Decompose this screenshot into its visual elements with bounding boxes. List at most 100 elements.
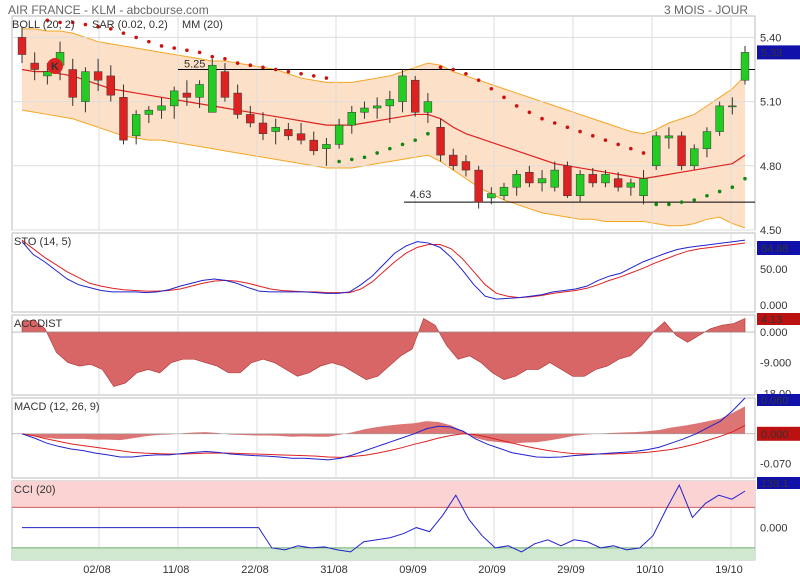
sar-dot — [388, 146, 392, 151]
candle-body — [17, 37, 27, 55]
sar-dot — [527, 110, 532, 115]
candle-body — [398, 75, 407, 102]
panel-frame-3 — [11, 397, 756, 479]
candle-body — [740, 52, 750, 81]
sar-dot — [629, 146, 633, 151]
candle-body — [233, 92, 242, 115]
price-tick-label: 5.10 — [760, 97, 781, 109]
sar-dot — [502, 95, 506, 100]
candle-body — [271, 127, 280, 132]
sar-dot — [223, 57, 227, 61]
sar-dot — [58, 20, 62, 25]
candle-body — [677, 135, 686, 167]
candle-body — [563, 165, 572, 197]
candle-body — [208, 64, 217, 113]
candle-body — [43, 71, 52, 77]
sar-dot — [337, 159, 341, 164]
sar-dot — [590, 134, 595, 138]
cci-line — [22, 483, 746, 553]
sar-dot — [464, 71, 468, 76]
x-tick-label: 19/10 — [715, 564, 743, 576]
candle-body — [461, 161, 471, 171]
candle-body — [449, 154, 458, 167]
cci-last-label: 138.1 — [761, 478, 789, 490]
sar-dot — [210, 54, 215, 59]
macd-top-box — [757, 394, 800, 406]
candle-body — [144, 109, 154, 115]
sar-dot — [743, 176, 747, 181]
candle-body — [385, 99, 395, 107]
resistance-label: 5.25 — [184, 59, 205, 71]
candle-body — [411, 79, 420, 113]
candle-body — [296, 133, 306, 141]
k-badge-label: K — [51, 61, 59, 73]
sar-dot — [413, 138, 418, 142]
sto-tick-label: 50.00 — [760, 264, 788, 276]
candle-body — [182, 92, 192, 98]
sar-dot — [552, 121, 557, 125]
accdist-last-label: 4.13 — [761, 314, 782, 326]
sar-dot — [45, 18, 50, 23]
sar-dot — [159, 44, 164, 48]
accdist-tick-label: 0.000 — [760, 327, 788, 339]
candle-body — [652, 135, 661, 167]
x-tick-label: 02/08 — [83, 564, 111, 576]
sar-dot — [667, 202, 671, 207]
cci-legend: CCI (20) — [14, 484, 56, 496]
price-tick-label: 5.40 — [760, 32, 781, 44]
sto-legend: STO (14, 5) — [14, 236, 71, 248]
candle-body — [588, 174, 597, 184]
candle-body — [347, 112, 356, 126]
sar-dot — [603, 138, 608, 142]
candle-body — [157, 105, 166, 111]
sar-dot — [426, 131, 430, 136]
candle-body — [601, 174, 610, 184]
sto-signal-line — [21, 239, 746, 299]
candle-body — [258, 122, 268, 134]
candle-body — [525, 171, 534, 184]
sar-dot — [362, 155, 367, 160]
candle-body — [487, 193, 496, 199]
sar-dot — [121, 31, 126, 35]
support-label: 4.63 — [410, 189, 431, 201]
sar-dot — [134, 35, 138, 40]
k-badge — [47, 58, 63, 74]
candle-body — [284, 129, 293, 137]
macd-legend: MACD (12, 26, 9) — [14, 401, 100, 413]
legend-label: MM (20) — [182, 19, 223, 31]
sar-dot — [489, 86, 494, 91]
candle-body — [195, 84, 204, 98]
candle-body — [512, 174, 521, 188]
sar-dot — [108, 27, 113, 31]
bollinger-lower-line — [21, 109, 746, 229]
candle-body — [613, 178, 623, 188]
macd-line — [21, 397, 746, 461]
sar-dot — [172, 46, 177, 50]
sar-dot — [197, 50, 202, 55]
sto-tick-label: 0.000 — [760, 300, 788, 312]
macd-last-label: 0.000 — [761, 429, 789, 441]
sar-dot — [273, 67, 278, 72]
candle-body — [423, 101, 433, 113]
sar-dot — [248, 63, 253, 68]
sar-dot — [692, 198, 697, 202]
candle-body — [119, 97, 128, 141]
accdist-tick-label: -9.000 — [760, 358, 791, 370]
candle-body — [715, 105, 724, 132]
sar-dot — [83, 22, 88, 27]
candle-body — [575, 174, 585, 197]
candle-body — [626, 182, 636, 188]
sar-dot — [324, 76, 329, 80]
sar-dot — [654, 202, 659, 207]
sar-dot — [311, 74, 316, 78]
sar-dot — [235, 61, 240, 65]
x-tick-label: 10/10 — [636, 564, 664, 576]
candle-body — [309, 139, 318, 152]
price-tick-label: 4.50 — [760, 225, 781, 237]
macd-last-box — [757, 426, 800, 441]
period-label[interactable]: 3 MOIS - JOUR — [663, 3, 748, 17]
candle-body — [131, 114, 141, 137]
candle-body — [81, 71, 90, 102]
accdist-legend: ACCDIST — [14, 318, 63, 330]
